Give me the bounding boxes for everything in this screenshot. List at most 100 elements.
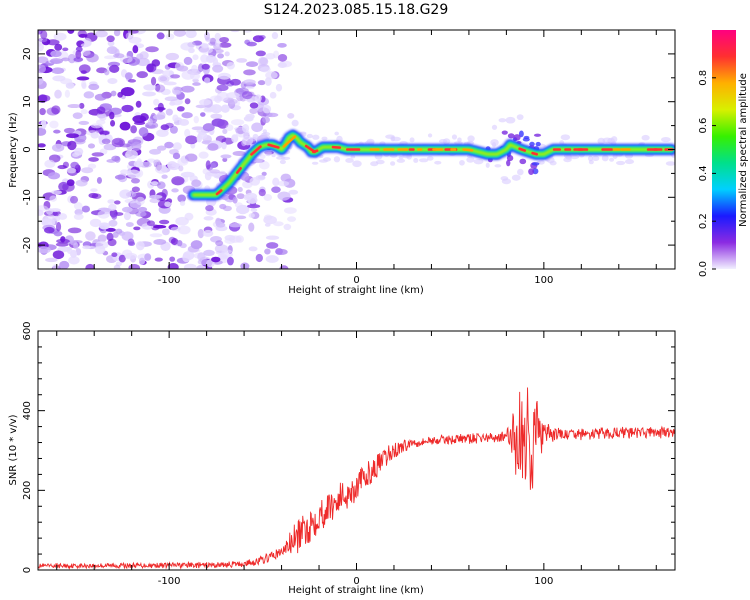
- spectrogram-halo-blob: [490, 139, 499, 147]
- spectrogram-noise-blob: [165, 52, 180, 61]
- spectrogram-noise-blob: [107, 199, 116, 204]
- spectrogram-halo-blob: [559, 140, 565, 145]
- spectrogram-noise-blob: [217, 53, 224, 59]
- spectrogram-noise-blob: [210, 113, 223, 120]
- spectrogram-noise-blob: [135, 196, 145, 206]
- spectrogram-noise-blob: [88, 157, 99, 162]
- spectrogram-noise-blob: [157, 111, 166, 120]
- spectrogram-noise-blob: [40, 30, 48, 40]
- spectrogram-noise-blob: [57, 213, 68, 220]
- spectrogram-halo-blob: [413, 157, 419, 163]
- spectrogram-turbulence-blob: [533, 133, 542, 137]
- spectrogram-noise-blob: [258, 188, 266, 197]
- spectrogram-noise-blob: [67, 227, 82, 234]
- spectrogram-noise-blob: [91, 152, 104, 157]
- spectrogram-y-tick-label: 10: [22, 95, 33, 108]
- spectrogram-noise-blob: [132, 45, 139, 54]
- spectrogram-noise: [38, 30, 675, 269]
- spectrogram-noise-blob: [154, 84, 166, 93]
- spectrogram-noise-blob: [101, 138, 111, 145]
- spectrogram-noise-blob: [94, 93, 107, 101]
- spectrogram-noise-blob: [58, 181, 69, 192]
- spectrogram-noise-blob: [173, 30, 186, 37]
- spectrogram-noise-blob: [54, 89, 62, 99]
- spectrogram-noise-blob: [183, 263, 197, 269]
- spectrogram-noise-blob: [225, 124, 234, 132]
- spectrogram-noise-blob: [176, 65, 189, 72]
- spectrogram-halo-blob: [306, 133, 313, 139]
- spectrogram-noise-blob: [126, 169, 141, 179]
- spectrogram-noise-blob: [196, 265, 206, 269]
- spectrogram-noise-blob: [190, 240, 203, 250]
- spectrogram-peak-segment: [331, 145, 342, 149]
- spectrogram-turbulence-blob: [529, 141, 535, 147]
- spectrogram-peak-segment: [215, 189, 223, 196]
- spectrogram-x-axis-label: Height of straight line (km): [288, 285, 424, 296]
- spectrogram-noise-blob: [197, 258, 210, 266]
- spectrogram-noise-blob: [226, 62, 235, 70]
- spectrogram-noise-blob: [38, 41, 42, 47]
- spectrogram-noise-blob: [222, 128, 228, 135]
- spectrogram-noise-blob: [38, 127, 47, 136]
- spectrogram-halo-blob: [291, 119, 299, 127]
- spectrogram-noise-blob: [53, 32, 67, 41]
- spectrogram-halo-blob: [459, 159, 465, 166]
- spectrogram-noise-blob: [283, 223, 292, 231]
- spectrogram-halo-blob: [252, 133, 259, 140]
- spectrogram-noise-blob: [216, 84, 229, 92]
- spectrogram-noise-blob: [136, 53, 144, 60]
- spectrogram-turbulence-blob: [522, 137, 530, 142]
- spectrogram-noise-blob: [119, 189, 132, 199]
- spectrogram-noise-blob: [153, 106, 166, 111]
- spectrogram-noise-blob: [179, 200, 186, 206]
- spectrogram-halo-blob: [660, 136, 671, 143]
- colorbar-tick-label: 0.4: [698, 165, 709, 181]
- spectrogram-noise-blob: [124, 72, 133, 80]
- spectrogram-noise-blob: [198, 151, 209, 159]
- spectrogram-noise-blob: [266, 242, 279, 249]
- spectrogram-noise-blob: [241, 91, 253, 100]
- spectrogram-noise-blob: [51, 215, 61, 222]
- spectrogram-noise-blob: [119, 121, 131, 131]
- spectrogram-noise-blob: [80, 109, 88, 115]
- spectrogram-noise-blob: [182, 253, 191, 263]
- spectrogram-noise-blob: [259, 57, 268, 65]
- spectrogram-noise-blob: [111, 155, 120, 162]
- spectrogram-noise-blob: [271, 32, 279, 40]
- spectrogram-noise-blob: [73, 57, 84, 63]
- spectrogram-noise-blob: [49, 120, 59, 129]
- spectrogram-noise-blob: [224, 51, 230, 57]
- spectrogram-halo-blob: [565, 154, 573, 160]
- figure-title: S124.2023.085.15.18.G29: [264, 2, 449, 18]
- snr-panel: -100 0 100 0 200 400 600 Height of straight li…: [8, 321, 676, 596]
- spectrogram-halo-blob: [537, 160, 545, 165]
- spectrogram-noise-blob: [232, 196, 238, 204]
- spectrogram-turbulence-blob: [501, 130, 508, 135]
- spectrogram-noise-blob: [105, 227, 116, 232]
- spectrogram-noise-blob: [262, 104, 272, 114]
- spectrogram-noise-blob: [172, 142, 182, 151]
- spectrogram-noise-blob: [120, 87, 135, 97]
- spectrogram-noise-blob: [265, 53, 276, 60]
- spectrogram-halo-blob: [434, 160, 442, 165]
- spectrogram-turbulence-blob: [532, 168, 539, 175]
- spectrogram-noise-blob: [257, 80, 266, 86]
- spectrogram-noise-blob: [136, 71, 148, 79]
- spectrogram-halo-blob: [350, 155, 356, 159]
- spectrogram-noise-blob: [252, 35, 264, 43]
- spectrogram-halo-blob: [333, 156, 341, 163]
- spectrogram-noise-blob: [149, 198, 161, 204]
- spectrogram-noise-blob: [109, 64, 120, 73]
- spectrogram-noise-blob: [90, 132, 99, 139]
- spectrogram-noise-blob: [236, 58, 248, 63]
- spectrogram-noise-blob: [89, 218, 102, 228]
- spectrogram-halo-blob: [457, 137, 462, 143]
- spectrogram-noise-blob: [53, 230, 63, 237]
- spectrogram-halo-blob: [409, 137, 415, 143]
- spectrogram-noise-blob: [136, 57, 150, 67]
- spectrogram-noise-blob: [156, 145, 167, 151]
- spectrogram-y-tick-label: -20: [22, 237, 33, 253]
- spectrogram-noise-blob: [202, 123, 215, 132]
- spectrogram-noise-blob: [170, 238, 179, 246]
- spectrogram-noise-blob: [204, 77, 211, 84]
